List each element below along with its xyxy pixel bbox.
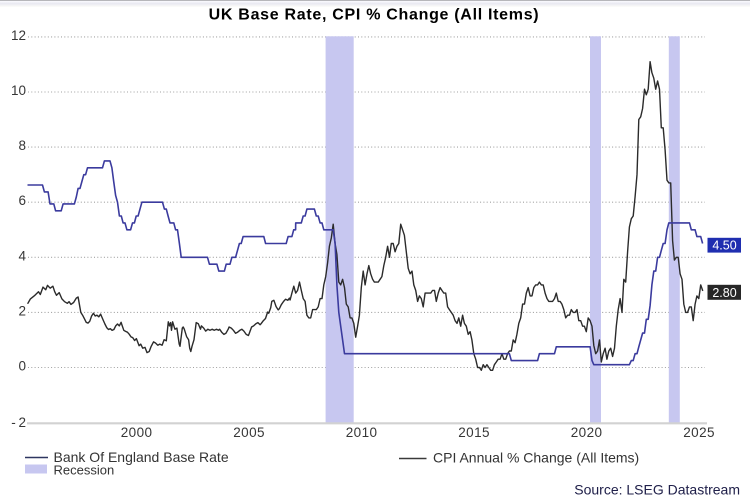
svg-text:2.80: 2.80 [712, 286, 736, 300]
svg-text:12: 12 [11, 28, 26, 43]
svg-text:4.50: 4.50 [712, 239, 736, 253]
svg-text:2000: 2000 [121, 425, 153, 440]
svg-text:UK Base Rate, CPI % Change (Al: UK Base Rate, CPI % Change (All Items) [209, 7, 540, 24]
svg-text:2005: 2005 [233, 425, 265, 440]
svg-text:Recession: Recession [54, 463, 115, 478]
svg-text:6: 6 [18, 193, 26, 208]
svg-text:2025: 2025 [683, 425, 715, 440]
svg-text:10: 10 [11, 83, 26, 98]
svg-text:0: 0 [18, 359, 26, 374]
svg-text:2020: 2020 [571, 425, 603, 440]
svg-text:- 2: - 2 [11, 415, 26, 430]
svg-text:8: 8 [18, 138, 26, 153]
svg-text:4: 4 [18, 248, 26, 263]
svg-text:2010: 2010 [346, 425, 378, 440]
svg-text:CPI Annual % Change (All Items: CPI Annual % Change (All Items) [433, 450, 639, 466]
svg-text:Source: LSEG Datastream: Source: LSEG Datastream [574, 482, 740, 498]
svg-text:2: 2 [18, 303, 26, 318]
svg-text:Bank Of England Base Rate: Bank Of England Base Rate [54, 449, 229, 465]
svg-text:2015: 2015 [458, 425, 490, 440]
